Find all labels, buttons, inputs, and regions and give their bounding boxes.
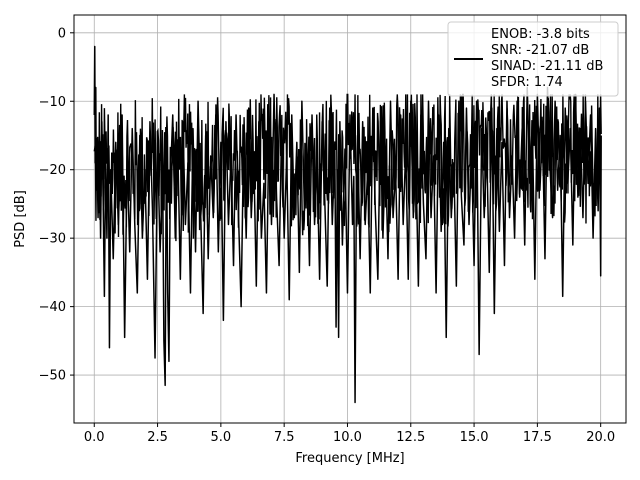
x-axis-label: Frequency [MHz]: [295, 451, 404, 466]
x-tick-label: 20.0: [586, 430, 615, 445]
plot-area-frame: [73, 14, 627, 424]
legend: ENOB: -3.8 bits SNR: -21.07 dB SINAD: -2…: [447, 21, 619, 97]
legend-entry-enob: ENOB: -3.8 bits: [491, 27, 590, 42]
x-tick-label: 10.0: [333, 430, 362, 445]
y-tick-label: −40: [39, 300, 66, 315]
x-tick-label: 2.5: [147, 430, 168, 445]
y-tick-label: −10: [39, 95, 66, 110]
y-tick-label: 0: [58, 26, 66, 41]
x-tick-label: 5.0: [211, 430, 232, 445]
legend-entry-snr: SNR: -21.07 dB: [491, 43, 589, 58]
y-tick-label: −50: [39, 369, 66, 384]
y-axis-label: PSD [dB]: [13, 190, 28, 248]
x-tick-label: 12.5: [396, 430, 425, 445]
legend-entry-sinad: SINAD: -21.11 dB: [491, 59, 603, 74]
axis-ticks: 0.0 2.5 5.0 7.5 10.0 12.5 15.0 17.5 20.0 0 −10 −20 −…: [39, 26, 616, 445]
legend-entry-sfdr: SFDR: 1.74: [491, 75, 563, 90]
x-tick-label: 0.0: [84, 430, 105, 445]
y-tick-label: −30: [39, 232, 66, 247]
noise-band-trace: [93, 93, 602, 242]
x-tick-label: 17.5: [523, 430, 552, 445]
x-tick-label: 15.0: [460, 430, 489, 445]
y-tick-label: −20: [39, 163, 66, 178]
psd-series-line: [93, 45, 602, 404]
legend-box: [447, 21, 619, 97]
noise-band: [93, 93, 602, 242]
x-tick-label: 7.5: [274, 430, 295, 445]
